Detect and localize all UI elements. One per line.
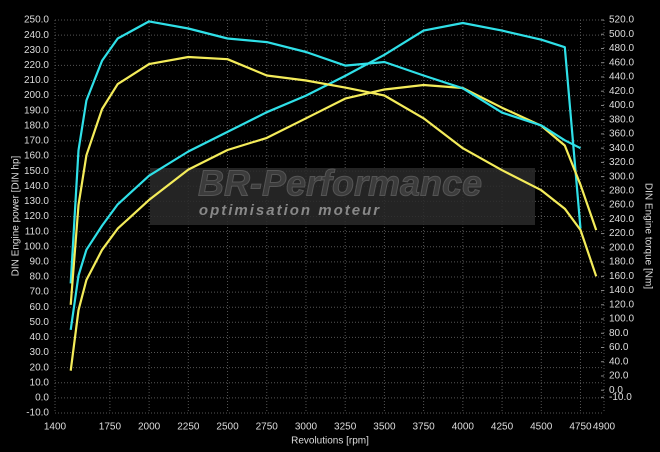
x-tick-label: 3250: [334, 422, 357, 433]
x-tick-label: 4750: [569, 422, 592, 433]
line-series: [69, 21, 582, 331]
line-series: [69, 55, 598, 305]
y-tick-label: 170.0: [24, 136, 49, 147]
y-tick-label: 40.0: [30, 332, 50, 343]
y2-tick-label: 240.0: [609, 214, 634, 225]
y-tick-label: 140.0: [24, 181, 49, 192]
x-tick-label: 2750: [256, 422, 279, 433]
y-tick-label: 210.0: [24, 75, 49, 86]
x-axis-label: Revolutions [rpm]: [291, 436, 369, 447]
y2-tick-label: 260.0: [609, 200, 634, 211]
y2-tick-label: 20.0: [609, 371, 629, 382]
watermark-bar: [150, 168, 535, 225]
y-tick-label: 110.0: [25, 226, 50, 237]
y2-tick-label: 120.0: [609, 299, 634, 310]
y-tick-label: 250.0: [24, 15, 49, 26]
y2-tick-label: 280.0: [609, 186, 634, 197]
y-tick-label: 200.0: [24, 90, 49, 101]
x-tick-label: 4500: [530, 422, 553, 433]
x-tick-label: 3750: [412, 422, 435, 433]
y2-tick-label: 320.0: [609, 157, 634, 168]
y2-tick-label: 300.0: [609, 171, 634, 182]
y2-tick-label: 0.0: [609, 385, 623, 396]
y-tick-label: 20.0: [30, 362, 50, 373]
y2-tick-label: 380.0: [609, 114, 634, 125]
x-tick-label: 2000: [138, 422, 161, 433]
y2-tick-label: -10.0: [609, 392, 632, 403]
y-axis-label: DIN Engine power [DIN hp]: [11, 155, 22, 276]
y-tick-label: 60.0: [30, 302, 50, 313]
y2-tick-label: 180.0: [609, 257, 634, 268]
y2-tick-label: 100.0: [609, 314, 634, 325]
x-tick-label: 3500: [373, 422, 396, 433]
y-tick-label: 150.0: [24, 166, 49, 177]
y2-tick-label: 140.0: [609, 285, 634, 296]
y-tick-label: 190.0: [24, 105, 49, 116]
y2-axis-label: DIN Engine torque [Nm]: [642, 183, 653, 289]
y2-tick-label: 400.0: [609, 100, 634, 111]
y2-tick-label: 360.0: [609, 129, 634, 140]
y2-tick-label: 520.0: [609, 15, 634, 26]
y-tick-label: 240.0: [24, 30, 49, 41]
y-tick-label: -10.0: [26, 408, 49, 419]
y2-tick-label: 200.0: [609, 242, 634, 253]
y2-tick-label: 340.0: [609, 143, 634, 154]
y-tick-label: 160.0: [24, 151, 49, 162]
x-tick-label: 4250: [491, 422, 514, 433]
y-tick-label: 180.0: [24, 120, 49, 131]
x-tick-label: 2250: [177, 422, 200, 433]
x-tick-label: 3000: [295, 422, 318, 433]
y2-tick-label: 80.0: [609, 328, 629, 339]
y-tick-label: 130.0: [24, 196, 49, 207]
y2-tick-label: 60.0: [609, 342, 629, 353]
y-tick-label: 0.0: [35, 393, 49, 404]
line-series: [69, 20, 581, 284]
y-tick-label: 120.0: [24, 211, 49, 222]
y2-tick-label: 40.0: [609, 356, 629, 367]
y2-tick-label: 440.0: [609, 72, 634, 83]
watermark-subtitle: optimisation moteur: [199, 202, 381, 219]
y-tick-label: 220.0: [24, 60, 49, 71]
y-tick-label: 90.0: [30, 256, 50, 267]
y-tick-label: 70.0: [30, 287, 50, 298]
y-tick-label: 30.0: [30, 347, 50, 358]
watermark-title: BR-Performance: [198, 163, 482, 204]
y-tick-label: 80.0: [30, 272, 50, 283]
y2-tick-label: 420.0: [609, 86, 634, 97]
y-tick-label: 230.0: [24, 45, 49, 56]
x-tick-label: 4900: [593, 422, 616, 433]
y2-tick-label: 460.0: [609, 57, 634, 68]
y2-tick-label: 160.0: [609, 271, 634, 282]
y-tick-label: 100.0: [24, 241, 49, 252]
y2-tick-label: 480.0: [609, 43, 634, 54]
x-tick-label: 1750: [99, 422, 122, 433]
y-tick-label: 10.0: [30, 377, 50, 388]
x-tick-label: 4000: [452, 422, 475, 433]
y-tick-label: 50.0: [30, 317, 50, 328]
y2-tick-label: 220.0: [609, 228, 634, 239]
x-tick-label: 2500: [216, 422, 239, 433]
y2-tick-label: 500.0: [609, 29, 634, 40]
x-tick-label: 1400: [44, 422, 67, 433]
